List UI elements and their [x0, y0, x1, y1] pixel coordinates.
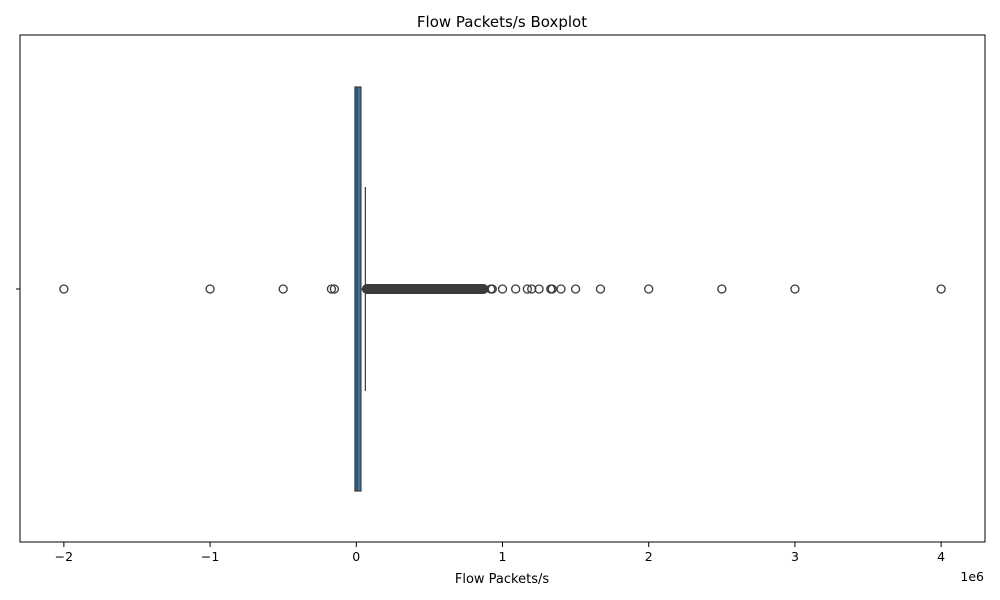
outlier-point: [205, 284, 215, 294]
outlier-point: [522, 284, 533, 294]
outlier-point: [556, 284, 566, 294]
outlier-point: [497, 284, 508, 294]
chart-title: Flow Packets/s Boxplot: [417, 13, 587, 31]
box: [354, 86, 362, 492]
outlier-point: [790, 284, 800, 294]
outlier-point: [326, 284, 337, 294]
x-tick-label: −1: [201, 549, 219, 564]
outlier-point: [534, 284, 544, 294]
x-tick-label: 3: [791, 549, 799, 564]
plot-area: [19, 34, 986, 543]
x-tick-label: 0: [352, 549, 360, 564]
outlier-point: [644, 284, 654, 294]
x-axis-offset-label: 1e6: [960, 569, 984, 584]
x-tick-label: −2: [55, 549, 73, 564]
x-axis-label: Flow Packets/s: [455, 572, 549, 587]
outlier-point: [547, 284, 557, 294]
outlier-point: [595, 284, 606, 294]
outlier-point: [936, 284, 946, 294]
outlier-dense-band: [361, 284, 489, 294]
outlier-point: [570, 284, 581, 294]
outlier-point: [278, 284, 288, 294]
x-tick-label: 1: [499, 549, 507, 564]
outlier-point: [527, 284, 537, 294]
outlier-point: [511, 284, 521, 294]
x-tick-label: 4: [937, 549, 945, 564]
outlier-point: [487, 284, 497, 294]
x-tick-label: 2: [645, 549, 653, 564]
outlier-point: [329, 284, 340, 294]
x-axis: −2 −1 0 1 2 3 4: [16, 288, 945, 564]
plot-frame: [19, 34, 986, 543]
outlier-point: [59, 284, 69, 294]
outlier-point: [717, 284, 727, 294]
